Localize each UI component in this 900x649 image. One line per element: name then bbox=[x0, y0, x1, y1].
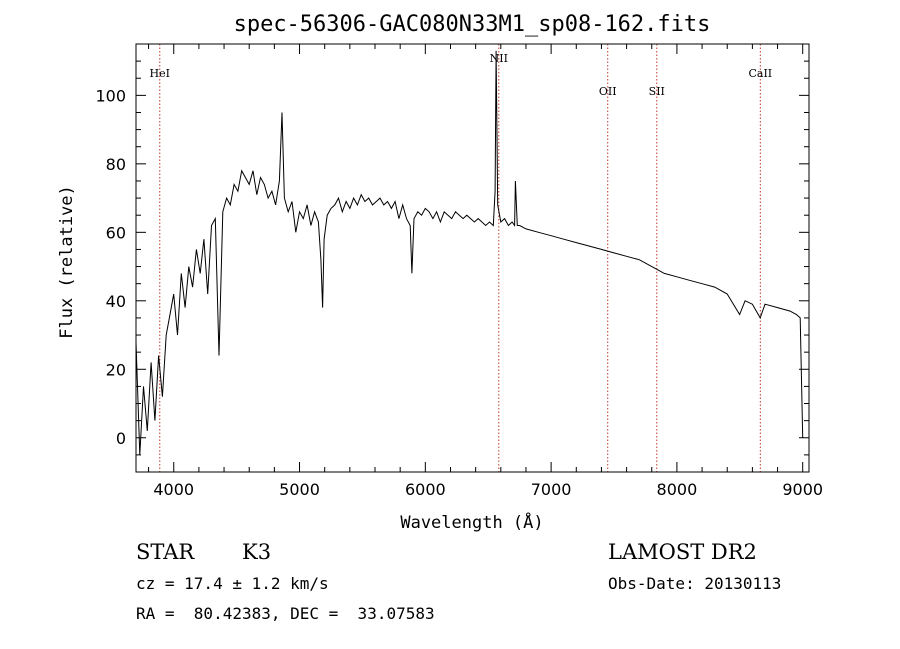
x-tick-label: 4000 bbox=[153, 480, 194, 499]
y-tick-label: 60 bbox=[106, 223, 126, 242]
y-tick-label: 80 bbox=[106, 155, 126, 174]
y-tick-label: 40 bbox=[106, 292, 126, 311]
obs-date-text: Obs-Date: 20130113 bbox=[608, 574, 782, 593]
x-tick-label: 5000 bbox=[279, 480, 320, 499]
emission-line-label: CaII bbox=[748, 67, 772, 80]
classification-text: STAR bbox=[136, 540, 195, 564]
emission-line-label: OII bbox=[599, 85, 617, 98]
y-tick-label: 0 bbox=[116, 429, 126, 448]
plot-frame bbox=[135, 43, 810, 473]
x-tick-label: 9000 bbox=[782, 480, 823, 499]
subclass-text: K3 bbox=[242, 540, 272, 564]
redshift-text: cz = 17.4 ± 1.2 km/s bbox=[136, 574, 329, 593]
emission-line-label: SII bbox=[649, 85, 665, 98]
y-tick-label: 100 bbox=[95, 86, 126, 105]
y-tick-label: 20 bbox=[106, 360, 126, 379]
y-axis-label: Flux (relative) bbox=[57, 185, 77, 339]
emission-line-label: HeI bbox=[150, 67, 170, 80]
survey-text: LAMOST DR2 bbox=[608, 540, 757, 564]
chart-title: spec-56306-GAC080N33M1_sp08-162.fits bbox=[234, 12, 711, 37]
emission-line-label: NII bbox=[490, 52, 508, 65]
x-tick-label: 7000 bbox=[531, 480, 572, 499]
x-axis-label: Wavelength (Å) bbox=[400, 511, 543, 533]
x-tick-label: 6000 bbox=[405, 480, 446, 499]
coordinates-text: RA = 80.42383, DEC = 33.07583 bbox=[136, 604, 435, 623]
x-tick-label: 8000 bbox=[657, 480, 698, 499]
spectrum-line bbox=[135, 50, 804, 455]
